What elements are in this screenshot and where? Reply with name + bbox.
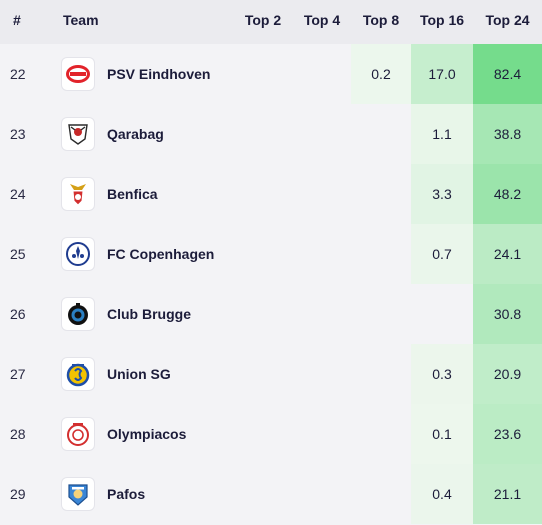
rank-cell: 26 (10, 306, 26, 322)
top24-cell: 23.6 (473, 404, 542, 464)
top8-cell (351, 104, 411, 164)
team-name[interactable]: Club Brugge (107, 306, 191, 322)
team-name[interactable]: Pafos (107, 486, 146, 502)
rank-cell: 22 (10, 66, 26, 82)
rank-cell: 29 (10, 486, 26, 502)
top16-cell: 0.4 (411, 464, 473, 524)
top24-cell: 21.1 (473, 464, 542, 524)
psv-crest-icon (61, 57, 95, 91)
top24-cell: 20.9 (473, 344, 542, 404)
top24-cell: 30.8 (473, 284, 542, 344)
table-row[interactable]: 27 Union SG 0.3 20.9 (0, 344, 542, 404)
table-row[interactable]: 29 Pafos 0.4 21.1 (0, 464, 542, 524)
top8-cell (351, 344, 411, 404)
top16-cell: 0.7 (411, 224, 473, 284)
rank-cell: 24 (10, 186, 26, 202)
top16-cell: 3.3 (411, 164, 473, 224)
top8-cell (351, 284, 411, 344)
top8-cell (351, 404, 411, 464)
fc-copenhagen-crest-icon (61, 237, 95, 271)
header-top24[interactable]: Top 24 (485, 12, 530, 28)
top16-cell: 0.3 (411, 344, 473, 404)
rank-cell: 25 (10, 246, 26, 262)
table-row[interactable]: 23 Qarabag 1.1 38.8 (0, 104, 542, 164)
team-name[interactable]: Qarabag (107, 126, 164, 142)
top8-cell (351, 224, 411, 284)
top24-cell: 82.4 (473, 44, 542, 104)
team-name[interactable]: PSV Eindhoven (107, 66, 211, 82)
top24-cell: 38.8 (473, 104, 542, 164)
header-top8[interactable]: Top 8 (362, 12, 400, 28)
team-name[interactable]: Benfica (107, 186, 158, 202)
top16-cell: 1.1 (411, 104, 473, 164)
table-row[interactable]: 28 Olympiacos 0.1 23.6 (0, 404, 542, 464)
rank-cell: 27 (10, 366, 26, 382)
top16-cell: 17.0 (411, 44, 473, 104)
header-top4[interactable]: Top 4 (303, 12, 341, 28)
team-name[interactable]: Olympiacos (107, 426, 187, 442)
table-row[interactable]: 24 Benfica 3.3 48.2 (0, 164, 542, 224)
table-row[interactable]: 25 FC Copenhagen 0.7 24.1 (0, 224, 542, 284)
top24-cell: 24.1 (473, 224, 542, 284)
top16-cell (411, 284, 473, 344)
top24-cell: 48.2 (473, 164, 542, 224)
union-sg-crest-icon (61, 357, 95, 391)
header-top2[interactable]: Top 2 (244, 12, 282, 28)
header-team[interactable]: Team (63, 12, 99, 28)
header-top16[interactable]: Top 16 (419, 12, 465, 28)
team-name[interactable]: Union SG (107, 366, 171, 382)
club-brugge-crest-icon (61, 297, 95, 331)
top16-cell: 0.1 (411, 404, 473, 464)
benfica-crest-icon (61, 177, 95, 211)
qarabag-crest-icon (61, 117, 95, 151)
top8-cell: 0.2 (351, 44, 411, 104)
table-row[interactable]: 22 PSV Eindhoven 0.2 17.0 82.4 (0, 44, 542, 104)
table-row[interactable]: 26 Club Brugge 30.8 (0, 284, 542, 344)
rank-cell: 28 (10, 426, 26, 442)
header-rank[interactable]: # (13, 12, 21, 28)
pafos-crest-icon (61, 477, 95, 511)
rank-cell: 23 (10, 126, 26, 142)
top8-cell (351, 464, 411, 524)
olympiacos-crest-icon (61, 417, 95, 451)
team-name[interactable]: FC Copenhagen (107, 246, 215, 262)
top8-cell (351, 164, 411, 224)
table-header: # Team Top 2 Top 4 Top 8 Top 16 Top 24 (0, 0, 542, 44)
